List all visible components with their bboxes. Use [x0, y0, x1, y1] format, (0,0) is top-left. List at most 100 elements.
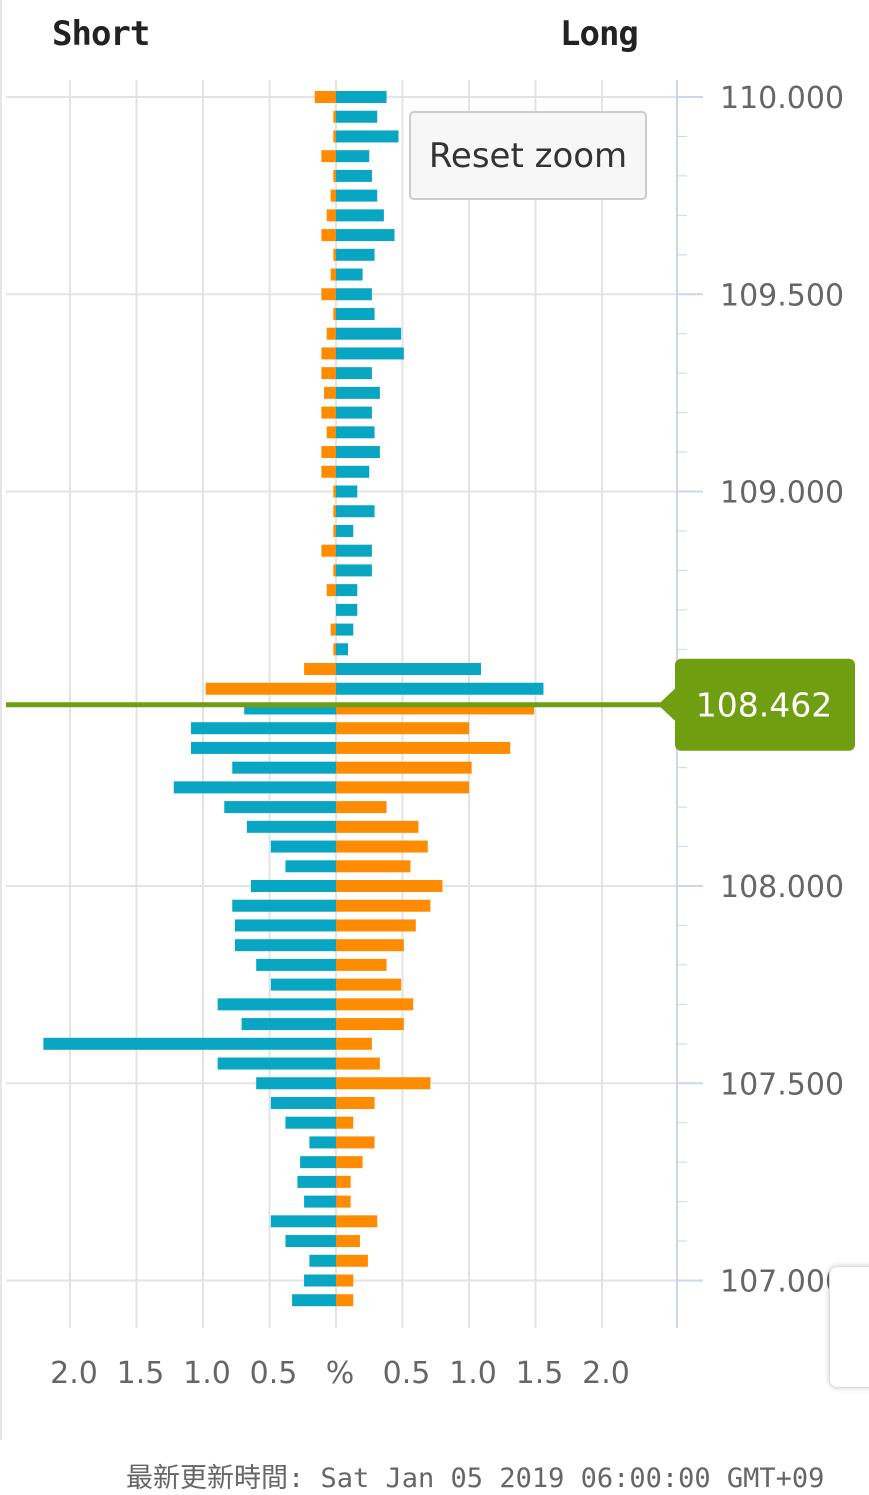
short-bar-right	[336, 1235, 360, 1248]
short-bar-right	[336, 1096, 375, 1109]
short-bar-right	[336, 919, 416, 932]
x-tick-label: 2.0	[50, 1356, 98, 1391]
long-bar-left	[234, 939, 336, 952]
long-bar-left	[285, 1116, 336, 1129]
long-bar-right	[336, 367, 372, 380]
short-bar-right	[336, 1175, 351, 1188]
x-tick-label: 1.5	[117, 1356, 165, 1391]
long-bar-left	[191, 741, 336, 754]
x-tick-label: %	[326, 1356, 355, 1391]
bars	[43, 91, 544, 1307]
y-tick-label: 109.500	[720, 278, 844, 313]
short-bar-left	[321, 288, 336, 301]
y-tick-label: 109.000	[720, 476, 844, 511]
long-bar-left	[232, 899, 336, 912]
short-bar-left	[330, 189, 336, 202]
long-bar-right	[336, 564, 372, 577]
long-bar-left	[234, 919, 336, 932]
short-bar-right	[336, 1037, 372, 1050]
long-bar-right	[336, 446, 380, 459]
short-bar-left	[333, 169, 336, 182]
short-bar-left	[333, 524, 336, 537]
long-bar-left	[270, 1215, 336, 1228]
long-bar-right	[336, 663, 481, 676]
long-bar-right	[336, 189, 378, 202]
short-bar-right	[336, 820, 419, 833]
short-bar-left	[304, 663, 336, 676]
long-bar-left	[43, 1037, 337, 1050]
long-bar-right	[336, 544, 372, 557]
short-bar-right	[336, 860, 411, 873]
long-bar-left	[309, 1136, 336, 1149]
short-bar-left	[324, 386, 336, 399]
long-bar-right	[336, 603, 358, 616]
short-bar-right	[336, 1294, 354, 1307]
short-bar-left	[326, 426, 336, 439]
long-bar-right	[336, 130, 399, 143]
short-bar-right	[336, 880, 443, 892]
chart-panel: 110.000 109.500 109.000 108.000 107.500 107.0…	[0, 0, 855, 1440]
short-bar-right	[336, 1057, 380, 1070]
long-bar-right	[336, 386, 380, 399]
current-price-label: 108.462	[696, 686, 832, 725]
x-tick-label: 1.0	[449, 1356, 497, 1391]
short-bar-left	[326, 327, 336, 340]
long-bar-left	[300, 1156, 336, 1169]
short-bar-right	[336, 978, 402, 991]
long-bar-left	[270, 978, 336, 991]
long-bar-left	[304, 1195, 336, 1208]
long-bar-left	[232, 761, 336, 774]
short-bar-left	[321, 347, 336, 360]
last-updated-text: 最新更新時間: Sat Jan 05 2019 06:00:00 GMT+09	[126, 1463, 825, 1494]
long-bar-left	[224, 801, 336, 814]
long-bar-right	[336, 150, 370, 163]
long-bar-left	[217, 998, 336, 1011]
long-bar-left	[297, 1175, 336, 1188]
short-bar-left	[321, 544, 336, 557]
long-bar-right	[336, 643, 348, 656]
long-bar-left	[270, 840, 336, 853]
long-bar-left	[191, 722, 336, 735]
short-bar-left	[333, 485, 336, 498]
short-bar-right	[336, 1018, 404, 1031]
current-price-pointer	[658, 686, 677, 723]
short-bar-right	[336, 1195, 351, 1208]
long-bar-left	[309, 1254, 336, 1267]
long-bar-right	[336, 465, 370, 478]
side-panel-toggle[interactable]	[829, 1266, 869, 1388]
long-bar-right	[336, 524, 354, 537]
long-bar-left	[256, 1077, 336, 1090]
short-bar-right	[336, 1077, 431, 1090]
reset-zoom-button[interactable]: Reset zoom	[409, 111, 647, 200]
long-bar-right	[336, 307, 375, 320]
short-bar-left	[333, 130, 336, 143]
long-bar-right	[336, 406, 372, 419]
short-bar-right	[336, 998, 414, 1011]
long-bar-left	[292, 1294, 336, 1307]
short-bar-right	[336, 899, 431, 912]
short-bar-left	[333, 505, 336, 518]
short-bar-left	[333, 643, 336, 656]
short-bar-left	[321, 446, 336, 459]
y-tick-label: 108.000	[720, 870, 844, 905]
short-header: Short	[52, 14, 150, 54]
x-tick-label: 1.0	[183, 1356, 231, 1391]
long-bar-left	[250, 880, 336, 892]
short-bar-right	[336, 939, 404, 952]
long-bar-left	[217, 1057, 336, 1070]
short-bar-right	[336, 1254, 368, 1267]
long-bar-left	[270, 1096, 336, 1109]
short-bar-left	[314, 91, 336, 103]
long-bar-right	[336, 426, 375, 439]
long-bar-right	[336, 347, 404, 360]
short-bar-right	[336, 761, 472, 774]
long-bar-left	[256, 958, 336, 971]
y-tick-label: 110.000	[720, 81, 844, 116]
order-book-chart: 110.000 109.500 109.000 108.000 107.500 107.0…	[6, 80, 855, 1391]
y-tick-label: 107.000	[720, 1265, 844, 1300]
long-bar-right	[336, 623, 354, 636]
long-bar-right	[336, 288, 372, 301]
short-bar-left	[333, 110, 336, 123]
short-bar-right	[336, 1156, 363, 1169]
x-tick-label: 2.0	[582, 1356, 630, 1391]
